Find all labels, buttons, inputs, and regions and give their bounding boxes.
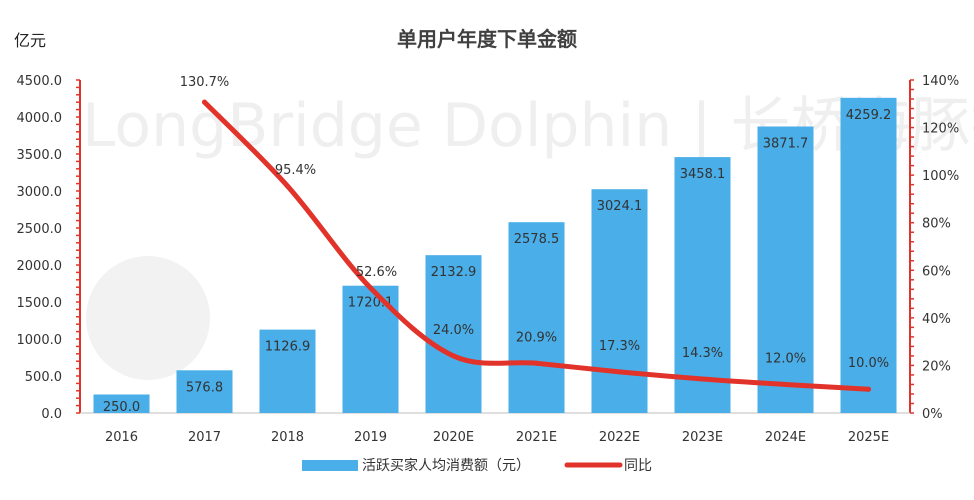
bar-value-label: 576.8 (186, 380, 223, 395)
left-tick-label: 3500.0 (17, 148, 63, 163)
bar (93, 394, 150, 413)
left-axis-ticks: 0.0 500.0 1000.0 1500.0 2000.0 2500.0 3000.0 35… (17, 74, 80, 422)
bar (757, 126, 814, 413)
line-labels: 130.7% 95.4% 52.6% 24.0% 20.9% 17.3% 14.3% 12.0… (180, 75, 889, 371)
yoy-value-label: 20.9% (516, 330, 557, 345)
yoy-value-label: 14.3% (682, 346, 723, 361)
bar-value-label: 250.0 (103, 400, 140, 415)
x-tick-label: 2016 (105, 430, 138, 445)
left-tick-label: 500.0 (25, 370, 62, 385)
x-tick-label: 2020E (433, 430, 474, 445)
x-tick-label: 2019 (354, 430, 387, 445)
bar-value-label: 2578.5 (514, 232, 560, 247)
left-axis-unit: 亿元 (14, 31, 46, 50)
right-tick-label: 80% (922, 217, 951, 232)
yoy-value-label: 10.0% (848, 356, 889, 371)
x-tick-label: 2025E (848, 430, 889, 445)
yoy-point (534, 360, 539, 366)
line-series (202, 99, 871, 392)
left-tick-label: 2500.0 (17, 222, 63, 237)
yoy-point (866, 386, 871, 392)
bar-value-label: 2132.9 (431, 265, 477, 280)
left-tick-label: 3000.0 (17, 185, 63, 200)
left-tick-label: 2000.0 (17, 259, 63, 274)
left-tick-label: 0.0 (41, 407, 62, 422)
x-tick-label: 2021E (516, 430, 557, 445)
right-axis-ticks: 0% 20% 40% 60% 80% 100% 120% 140% (910, 74, 959, 422)
legend-label-line: 同比 (624, 458, 652, 474)
yoy-value-label: 52.6% (356, 265, 397, 280)
right-tick-label: 40% (922, 312, 951, 327)
left-tick-label: 1000.0 (17, 333, 63, 348)
yoy-point (617, 369, 622, 375)
bar (425, 255, 482, 413)
right-tick-label: 20% (922, 359, 951, 374)
right-tick-label: 140% (922, 74, 959, 89)
bar-value-label: 3024.1 (597, 199, 643, 214)
yoy-point (285, 183, 290, 189)
bar-value-label: 3871.7 (763, 136, 809, 151)
yoy-value-label: 12.0% (765, 351, 806, 366)
legend-label-bar: 活跃买家人均消费额（元） (362, 457, 530, 474)
yoy-point (202, 99, 207, 105)
x-axis-labels: 2016 2017 2018 2019 2020E 2021E 2022E 2023E 2024… (105, 430, 889, 445)
yoy-point (700, 376, 705, 382)
right-tick-label: 60% (922, 264, 951, 279)
yoy-point (451, 353, 456, 359)
left-tick-label: 4000.0 (17, 111, 63, 126)
bar (176, 370, 233, 413)
watermark-text: LongBridge Dolphin | 长桥海豚投研 (82, 91, 974, 161)
legend-swatch-bar (302, 460, 358, 471)
yoy-value-label: 130.7% (180, 75, 230, 90)
x-tick-label: 2022E (599, 430, 640, 445)
yoy-line (202, 99, 871, 392)
left-tick-label: 1500.0 (17, 296, 63, 311)
right-tick-label: 120% (922, 122, 959, 137)
legend: 活跃买家人均消费额（元） 同比 (302, 457, 652, 474)
chart-title: 单用户年度下单金额 (397, 27, 577, 51)
x-tick-label: 2017 (188, 430, 221, 445)
yoy-value-label: 95.4% (275, 163, 316, 178)
x-tick-label: 2023E (682, 430, 723, 445)
bar (840, 97, 897, 413)
bar-labels: 250.0576.81126.91720.12132.92578.53024.1… (103, 108, 891, 415)
yoy-point (783, 381, 788, 387)
right-tick-label: 0% (922, 407, 943, 422)
right-tick-label: 100% (922, 169, 959, 184)
yoy-value-label: 24.0% (433, 323, 474, 338)
bar-value-label: 3458.1 (680, 167, 726, 182)
bar-value-label: 1126.9 (265, 340, 311, 355)
x-tick-label: 2018 (271, 430, 304, 445)
watermark-logo (86, 256, 210, 380)
bar-value-label: 4259.2 (846, 108, 892, 123)
bar (508, 222, 565, 413)
left-tick-label: 4500.0 (17, 74, 63, 89)
bar (259, 329, 316, 413)
x-tick-label: 2024E (765, 430, 806, 445)
yoy-value-label: 17.3% (599, 339, 640, 354)
bar (674, 157, 731, 413)
yoy-point (368, 285, 373, 291)
bar (591, 189, 648, 413)
